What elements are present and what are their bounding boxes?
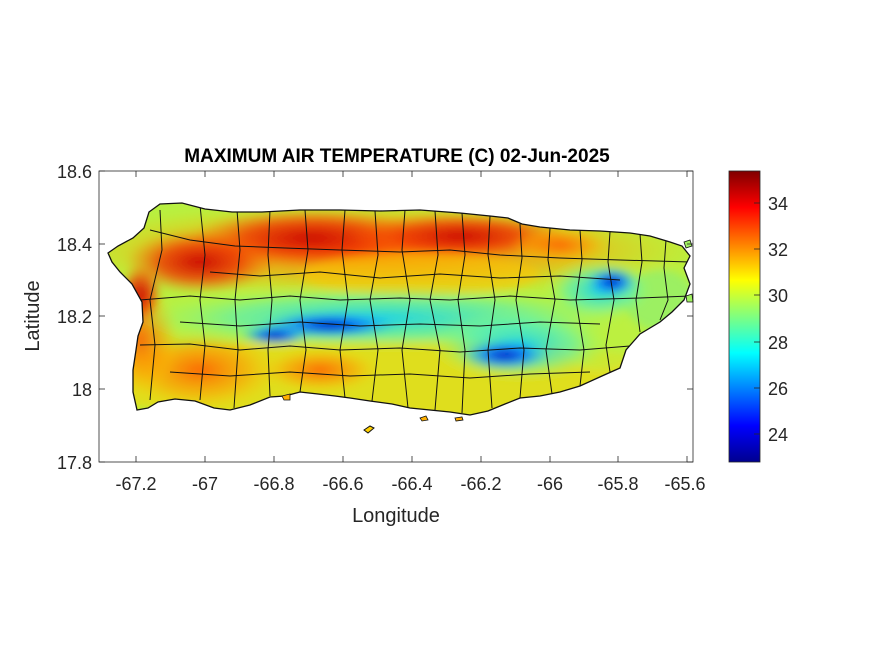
x-tick-label: -65.6 bbox=[664, 474, 705, 494]
caja-de-muertos-islet bbox=[363, 425, 375, 434]
x-tick-label: -66.6 bbox=[322, 474, 363, 494]
y-axis-label: Latitude bbox=[22, 280, 44, 351]
colorbar-tick-label: 30 bbox=[768, 286, 788, 306]
colorbar-tick-label: 26 bbox=[768, 379, 788, 399]
temperature-field bbox=[108, 203, 690, 415]
y-tick-label: 18 bbox=[72, 380, 92, 400]
colorbar bbox=[728, 170, 761, 463]
x-tick-label: -66.8 bbox=[253, 474, 294, 494]
x-tick-label: -66.4 bbox=[391, 474, 432, 494]
x-axis-label: Longitude bbox=[352, 505, 440, 527]
colorbar-tick-label: 28 bbox=[768, 333, 788, 353]
x-tick-label: -67 bbox=[192, 474, 218, 494]
colorbar-ticks bbox=[754, 202, 760, 435]
east-coast-cays bbox=[683, 239, 694, 303]
colorbar-tick-label: 34 bbox=[768, 194, 788, 214]
y-tick-label: 18.4 bbox=[57, 235, 92, 255]
y-tick-label: 18.6 bbox=[57, 162, 92, 182]
colorbar-tick-label: 32 bbox=[768, 240, 788, 260]
y-axis bbox=[99, 170, 693, 463]
map-title: MAXIMUM AIR TEMPERATURE (C) 02-Jun-2025 bbox=[184, 146, 610, 167]
x-tick-label: -66.2 bbox=[460, 474, 501, 494]
x-axis bbox=[135, 171, 688, 462]
x-tick-label: -66 bbox=[537, 474, 563, 494]
south-coast-cays bbox=[281, 393, 464, 422]
municipality-borders bbox=[139, 204, 690, 414]
x-tick-label: -67.2 bbox=[115, 474, 156, 494]
x-tick-label: -65.8 bbox=[597, 474, 638, 494]
colorbar-tick-label: 24 bbox=[768, 425, 788, 445]
y-tick-label: 18.2 bbox=[57, 307, 92, 327]
y-tick-label: 17.8 bbox=[57, 453, 92, 473]
